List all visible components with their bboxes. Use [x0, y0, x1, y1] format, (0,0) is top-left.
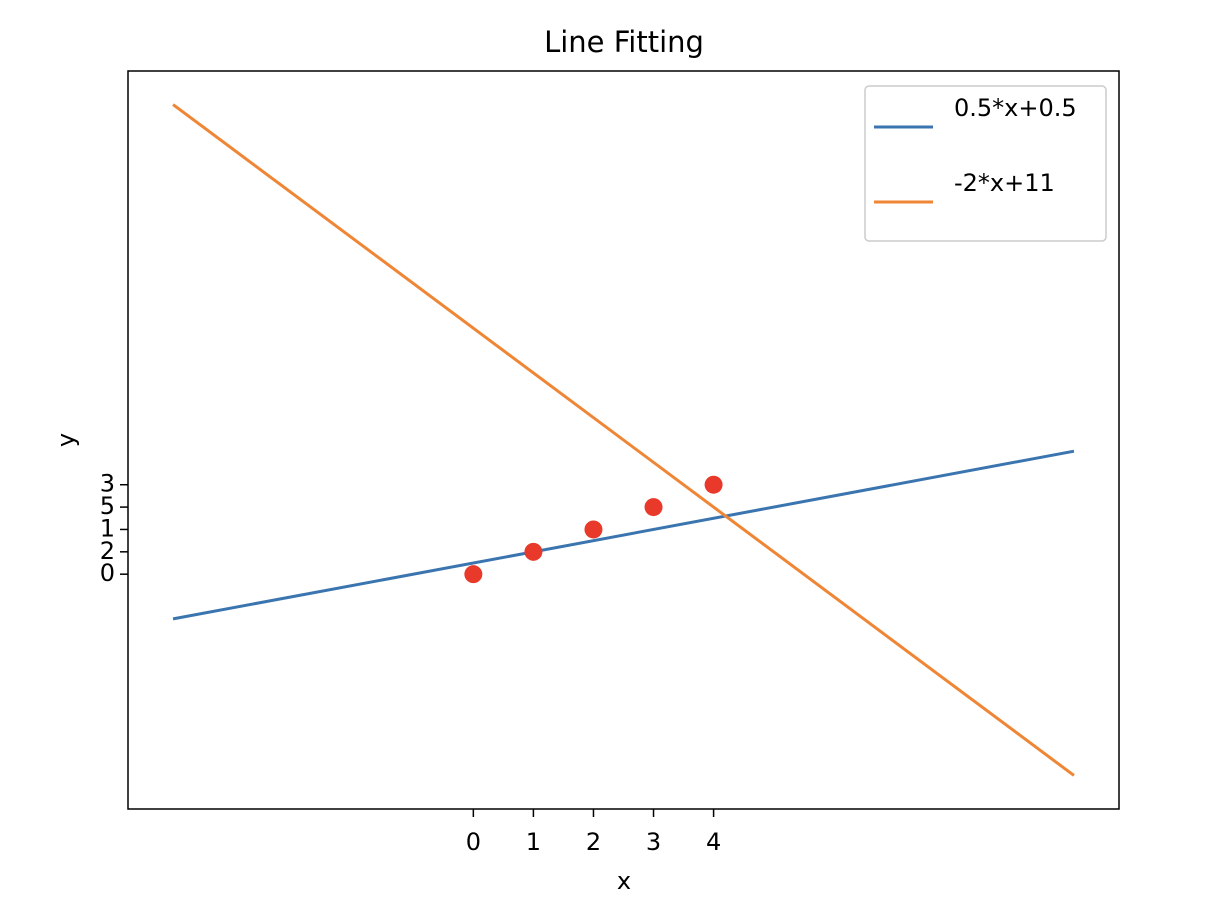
scatter-point — [524, 542, 543, 561]
x-axis-label: x — [617, 867, 631, 895]
line — [172, 449, 1075, 621]
x-tick-label: 4 — [706, 828, 721, 856]
scatter-point — [584, 520, 603, 539]
scatter-point — [644, 498, 663, 517]
y-tick-label: 2 — [100, 537, 115, 565]
y-tick-label: 0 — [100, 559, 115, 587]
y-tick-label: 3 — [100, 470, 115, 498]
plot-frame — [127, 70, 1120, 810]
x-tick-label: 2 — [586, 828, 601, 856]
legend-label: -2*x+11 — [954, 169, 1055, 197]
y-axis-label: y — [52, 433, 80, 447]
line — [172, 103, 1075, 777]
x-tick-label: 3 — [646, 828, 661, 856]
scatter-point — [464, 565, 483, 584]
scatter-point — [704, 475, 723, 494]
legend-label: 0.5*x+0.5 — [954, 94, 1077, 122]
y-tick-label: 1 — [100, 514, 115, 542]
y-tick-label: 5 — [100, 492, 115, 520]
chart-title: Line Fitting — [544, 25, 704, 59]
x-tick-label: 0 — [466, 828, 481, 856]
x-tick-label: 1 — [526, 828, 541, 856]
